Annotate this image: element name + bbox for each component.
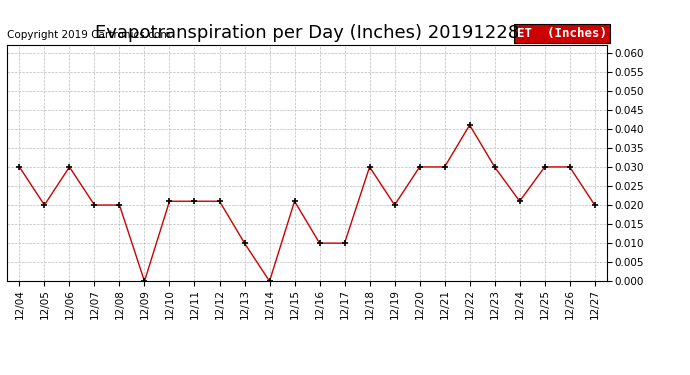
Title: Evapotranspiration per Day (Inches) 20191228: Evapotranspiration per Day (Inches) 2019… <box>95 24 519 42</box>
Text: ET  (Inches): ET (Inches) <box>518 27 607 40</box>
Text: Copyright 2019 Cartronics.com: Copyright 2019 Cartronics.com <box>7 30 170 40</box>
